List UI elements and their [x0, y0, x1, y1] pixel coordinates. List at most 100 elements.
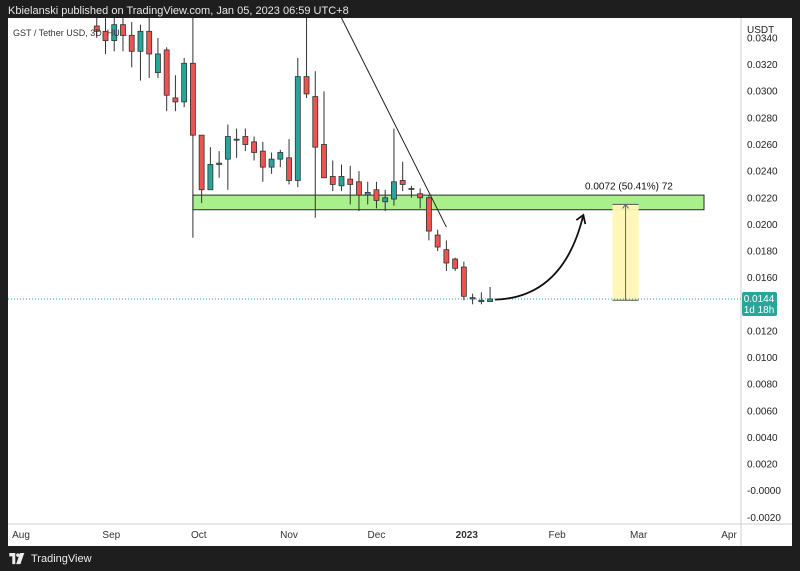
x-tick-label: Feb — [548, 530, 566, 541]
candle — [391, 128, 397, 206]
tradingview-logo-icon — [9, 553, 25, 565]
candle-body — [373, 189, 380, 201]
candle-body — [242, 136, 249, 145]
candle-body — [224, 136, 231, 160]
time-axis[interactable] — [8, 524, 792, 546]
candle — [347, 165, 354, 205]
candle-body — [251, 141, 257, 153]
x-tick-label: 2023 — [456, 530, 479, 541]
candle — [382, 189, 389, 212]
candle-body — [487, 298, 493, 303]
candle-body — [120, 24, 126, 36]
y-tick-label: 0.0200 — [747, 220, 778, 231]
candle-body — [128, 34, 135, 52]
candle-body — [137, 30, 144, 52]
candle-body — [434, 234, 441, 248]
y-tick-label: 0.0060 — [747, 406, 778, 417]
y-tick-label: -0.0020 — [747, 513, 781, 524]
candle — [364, 181, 371, 205]
candle-body — [417, 193, 424, 199]
candle-countdown: 1d 18h — [744, 305, 775, 316]
y-tick-label: 0.0340 — [747, 33, 778, 44]
price-range-arrowhead — [622, 203, 629, 209]
candle — [268, 152, 275, 174]
x-tick-labels: Aug Sep Oct Nov Dec 2023 Feb Mar Apr — [12, 530, 737, 541]
candle-body — [146, 30, 153, 55]
y-tick-label: 0.0100 — [747, 353, 778, 364]
x-tick-label: Apr — [721, 530, 737, 541]
candle-body — [452, 258, 459, 269]
candle — [111, 18, 118, 52]
arrow-layer — [495, 213, 587, 301]
candle — [251, 136, 257, 161]
y-tick-label: -0.0000 — [747, 486, 781, 497]
candle-body — [111, 24, 118, 42]
candle — [155, 37, 161, 78]
candle — [120, 18, 126, 52]
candle-body — [198, 134, 205, 191]
candle-body — [364, 192, 371, 196]
candle — [460, 261, 467, 301]
candle — [128, 21, 135, 68]
candle — [181, 57, 188, 108]
candle-body — [172, 97, 179, 103]
y-tick-label: 0.0040 — [747, 433, 778, 444]
candle — [443, 240, 450, 271]
y-tick-label: 0.0220 — [747, 193, 778, 204]
candle — [321, 91, 327, 179]
candles-layer — [93, 18, 493, 305]
candle — [224, 124, 231, 190]
candle-body — [347, 178, 354, 185]
candle-body — [338, 176, 345, 187]
candle-body — [93, 25, 100, 32]
candle — [373, 181, 380, 209]
candle — [303, 18, 310, 98]
candle-body — [321, 144, 327, 179]
candle-body — [207, 164, 214, 191]
candle — [452, 257, 459, 271]
candle-body — [391, 181, 397, 200]
candle-body — [303, 76, 310, 95]
y-tick-label: 0.0300 — [747, 87, 778, 98]
trendline-layer — [341, 17, 447, 228]
price-axis[interactable] — [741, 18, 792, 524]
projection-arrow[interactable] — [495, 214, 585, 301]
candle — [233, 128, 240, 158]
candle-body — [312, 96, 319, 148]
price-range-label: 0.0072 (50.41%) 72 — [585, 181, 673, 192]
candle — [417, 188, 424, 209]
y-tick-label: 0.0180 — [747, 247, 778, 258]
candle — [102, 18, 109, 54]
candle — [478, 292, 485, 305]
candle — [146, 18, 153, 78]
x-tick-label: Dec — [368, 530, 386, 541]
candle-body — [356, 181, 362, 196]
candle — [163, 47, 170, 112]
candle-body — [216, 162, 223, 165]
y-tick-label: 0.0120 — [747, 326, 778, 337]
candle-body — [233, 138, 240, 141]
y-tick-label: 0.0260 — [747, 140, 778, 151]
y-tick-labels: 0.0340 0.0320 0.0300 0.0280 0.0260 0.0240 0.02… — [747, 33, 781, 523]
last-price-badge: 0.0144 1d 18h — [742, 291, 777, 316]
candle — [216, 151, 223, 178]
trendline[interactable] — [341, 17, 447, 228]
candle-body — [102, 30, 109, 42]
candle — [207, 147, 214, 191]
candle-body — [268, 158, 275, 168]
candle — [137, 24, 144, 81]
last-price-badge-bg — [742, 291, 777, 316]
candle — [329, 160, 336, 192]
x-tick-label: Mar — [630, 530, 648, 541]
price-range-measure-layer: 0.0072 (50.41%) 72 — [585, 181, 673, 301]
candle-body — [426, 197, 432, 232]
candle — [242, 128, 249, 152]
brand-footer[interactable]: TradingView — [8, 551, 92, 567]
candle-body — [286, 157, 292, 181]
candle — [286, 139, 292, 185]
x-tick-label: Oct — [191, 530, 207, 541]
candle-body — [478, 299, 485, 303]
candle-body — [460, 266, 467, 297]
